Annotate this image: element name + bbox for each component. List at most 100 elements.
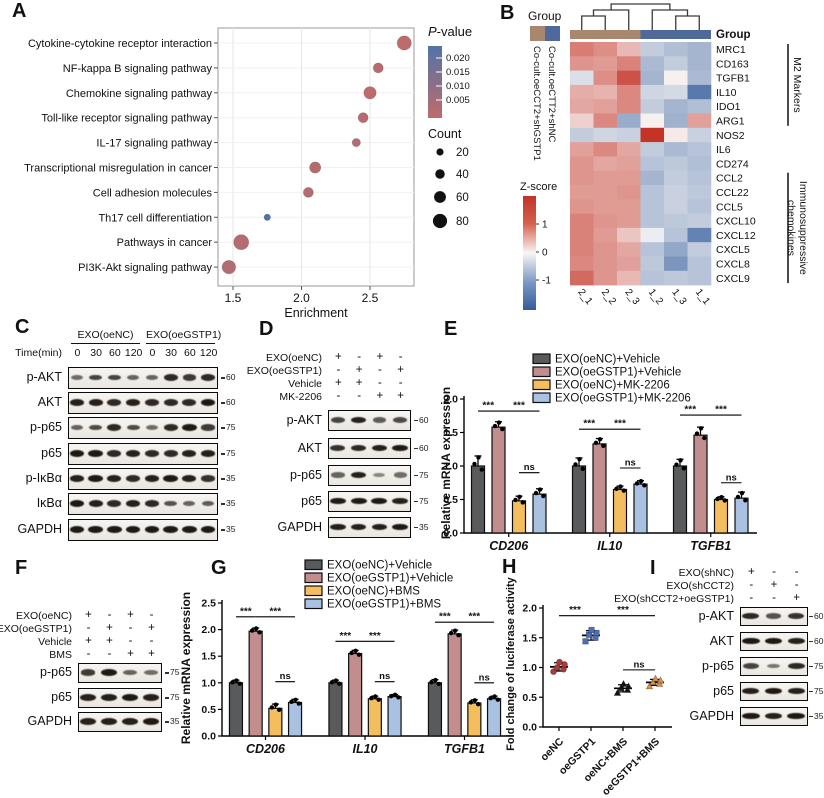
data-point xyxy=(642,483,647,488)
heatmap-cell xyxy=(570,156,594,171)
heatmap-cell xyxy=(617,227,641,243)
count-legend-label: 40 xyxy=(456,169,469,181)
bar xyxy=(734,497,749,534)
data-point xyxy=(392,692,398,698)
data-point xyxy=(234,678,239,683)
enrichment-dot xyxy=(351,138,361,148)
bar xyxy=(248,630,263,737)
bar xyxy=(268,707,283,737)
heatmap-cell xyxy=(640,42,665,57)
pvalue-legend-title: P-value xyxy=(428,24,472,39)
significance-label: *** xyxy=(270,606,282,617)
data-point xyxy=(329,680,335,685)
scatter-point xyxy=(651,674,660,682)
heatmap-cell xyxy=(570,99,594,114)
gene-label: CD274 xyxy=(716,158,749,170)
data-point xyxy=(634,481,640,486)
data-point xyxy=(492,694,497,699)
category-label: CD206 xyxy=(246,742,286,756)
data-point xyxy=(356,652,362,657)
enrichment-dot xyxy=(372,62,384,74)
data-point xyxy=(456,632,461,638)
data-point xyxy=(476,455,481,460)
data-point xyxy=(492,423,498,429)
data-point xyxy=(593,440,599,446)
heatmap-cell xyxy=(593,56,618,71)
legend-label: EXO(oeNC)+Vehicle xyxy=(327,560,432,572)
heatmap-cell xyxy=(687,213,712,229)
panel-label-f: F xyxy=(15,557,28,579)
category-label: IL10 xyxy=(597,539,622,553)
data-point xyxy=(269,705,275,710)
data-point xyxy=(436,681,441,687)
legend-label: EXO(oeNC)+MK-2206 xyxy=(555,380,670,392)
heatmap-cell xyxy=(640,270,665,286)
enrichment-dot xyxy=(302,186,314,198)
significance-label: *** xyxy=(684,405,696,416)
row-group-label: Immunosuppressive xyxy=(797,181,809,275)
significance-label: *** xyxy=(715,405,727,416)
legend-label: EXO(oeGSTP1)+Vehicle xyxy=(327,573,453,585)
heatmap-cell xyxy=(664,84,688,100)
zscore-tick-label: 0 xyxy=(542,248,548,259)
heatmap-cell xyxy=(570,213,594,229)
y-tick-label: 0.0 xyxy=(201,731,216,743)
heatmap-cell xyxy=(664,242,688,257)
x-tick-label: 2.5 xyxy=(362,291,379,305)
heatmap-cell xyxy=(687,84,712,100)
gene-label: CXCL10 xyxy=(716,216,756,228)
heatmap-cell xyxy=(617,127,641,143)
data-point xyxy=(237,681,242,686)
heatmap-cell xyxy=(664,213,688,229)
scatter-point xyxy=(613,688,622,696)
y-tick-label: 1.0 xyxy=(443,461,458,473)
bar xyxy=(427,682,443,737)
heatmap-cell xyxy=(593,242,618,257)
panel-a-dotplot: Cytokine-cytokine receptor interaction NF… xyxy=(24,24,472,320)
heatmap-cell xyxy=(593,156,618,171)
data-point xyxy=(678,458,683,463)
data-point xyxy=(580,466,585,472)
gene-label: TGFB1 xyxy=(716,73,750,85)
panel-label-e: E xyxy=(444,318,458,340)
data-point xyxy=(293,697,298,702)
significance-label: *** xyxy=(583,419,595,430)
scatter-point xyxy=(556,658,563,666)
heatmap-cell xyxy=(640,199,665,214)
gene-label: CXCL9 xyxy=(716,273,750,285)
pathway-label: IL-17 signaling pathway xyxy=(96,138,212,150)
heatmap-cell xyxy=(640,70,665,86)
data-point xyxy=(735,494,741,500)
category-label: CD206 xyxy=(489,539,529,553)
gene-label: IL6 xyxy=(716,144,731,156)
data-point xyxy=(369,696,374,701)
heatmap-cell xyxy=(640,113,665,129)
data-point xyxy=(468,700,474,705)
heatmap-cell xyxy=(664,70,688,86)
legend-label: EXO(oeGSTP1)+Vehicle xyxy=(555,367,681,379)
y-tick-label: 0.0 xyxy=(522,722,537,734)
category-label: TGFB1 xyxy=(690,539,731,553)
heatmap-cell xyxy=(593,127,618,143)
legend-swatch xyxy=(304,559,323,571)
category-label: TGFB1 xyxy=(444,742,485,756)
data-point xyxy=(337,681,342,686)
legend-label: EXO(oeGSTP1)+BMS xyxy=(327,599,441,611)
enrichment-dot xyxy=(363,86,377,100)
heatmap-cell xyxy=(640,142,665,157)
legend-swatch xyxy=(532,392,551,404)
gene-label: ARG1 xyxy=(716,116,745,128)
data-point xyxy=(500,426,505,432)
data-point xyxy=(353,648,358,654)
data-point xyxy=(257,630,262,635)
data-point xyxy=(472,461,477,467)
data-point xyxy=(333,678,339,683)
heatmap-cell xyxy=(664,56,688,71)
legend-swatch xyxy=(304,572,323,584)
scatter-point xyxy=(588,626,595,634)
data-point xyxy=(541,493,546,499)
heatmap-cell xyxy=(664,156,688,171)
count-legend-dot xyxy=(434,191,446,203)
heatmap-cell xyxy=(664,170,688,186)
heatmap-cell xyxy=(593,185,618,200)
